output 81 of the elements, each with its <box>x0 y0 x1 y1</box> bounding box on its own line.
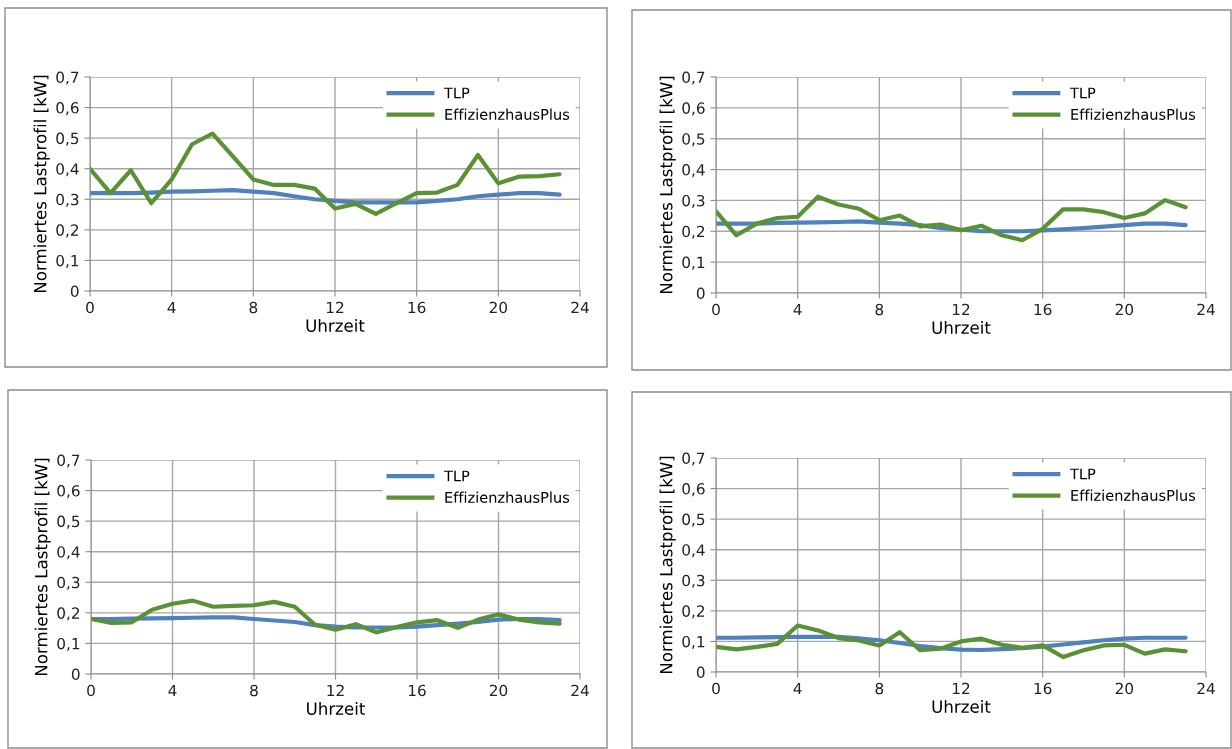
y-tick-label: 0,7 <box>682 71 705 85</box>
x-tick-label: 16 <box>1034 303 1052 316</box>
x-tick-label: 20 <box>1115 303 1134 316</box>
y-tick-label: 0,3 <box>57 576 80 590</box>
y-tick-label: 0 <box>696 287 705 300</box>
x-tick-label: 16 <box>408 684 426 697</box>
y-tick-label: 0,1 <box>682 256 705 270</box>
y-tick-label: 0,3 <box>56 193 79 207</box>
x-tick-label: 0 <box>87 684 95 697</box>
y-tick-label: 0,2 <box>682 225 705 239</box>
y-tick-label: 0,4 <box>682 164 705 178</box>
y-axis-title: Normiertes Lastprofil [kW] <box>659 456 676 674</box>
x-tick-label: 0 <box>712 303 720 316</box>
x-tick-label: 12 <box>952 682 970 695</box>
x-tick-label: 24 <box>571 684 589 697</box>
x-tick-label: 12 <box>952 303 970 316</box>
x-tick-label: 4 <box>168 684 177 697</box>
legend-label: EffizienzhausPlus <box>445 491 570 503</box>
x-tick-label: 24 <box>571 301 589 314</box>
y-tick-label: 0,2 <box>57 607 80 621</box>
y-tick-label: 0,4 <box>56 163 79 177</box>
x-tick-label: 0 <box>86 301 94 314</box>
y-tick-label: 0,6 <box>57 485 80 499</box>
y-tick-label: 0,3 <box>682 194 705 209</box>
x-tick-label: 8 <box>875 303 884 316</box>
legend-label: EffizienzhausPlus <box>445 108 570 120</box>
legend-label: TLP <box>1069 87 1096 99</box>
y-tick-label: 0,1 <box>56 254 79 269</box>
x-tick-label: 12 <box>326 301 344 314</box>
y-tick-label: 0,1 <box>57 637 80 652</box>
y-tick-label: 0,2 <box>682 605 705 619</box>
x-tick-label: 8 <box>249 301 258 314</box>
line-series <box>716 194 1188 243</box>
y-tick-label: 0,5 <box>682 513 705 527</box>
x-tick-label: 24 <box>1197 682 1215 695</box>
y-tick-label: 0,6 <box>56 102 79 116</box>
y-tick-label: 0,7 <box>57 454 80 468</box>
line-series <box>91 598 562 635</box>
y-tick-label: 0,3 <box>682 574 705 588</box>
x-tick-label: 8 <box>875 682 884 695</box>
legend-label: EffizienzhausPlus <box>1071 108 1196 120</box>
legend-label: TLP <box>443 87 470 99</box>
x-tick-label: 20 <box>1115 682 1134 695</box>
x-tick-label: 4 <box>793 682 802 695</box>
legend-label: TLP <box>443 470 470 482</box>
x-axis-title: Uhrzeit <box>932 699 991 713</box>
line-series <box>90 188 562 205</box>
y-tick-label: 0,5 <box>682 133 705 147</box>
y-tick-label: 0,6 <box>682 483 705 497</box>
y-axis-title: Normiertes Lastprofil [kW] <box>33 75 50 293</box>
line-series <box>716 623 1188 660</box>
x-tick-label: 20 <box>489 301 508 314</box>
y-tick-label: 0,1 <box>682 635 705 650</box>
x-tick-label: 16 <box>1034 682 1052 695</box>
line-series <box>90 131 562 217</box>
x-tick-label: 12 <box>327 684 344 697</box>
y-tick-label: 0,7 <box>682 452 705 466</box>
y-tick-label: 0,7 <box>56 71 79 85</box>
y-tick-label: 0,6 <box>682 102 705 116</box>
x-tick-label: 24 <box>1197 303 1215 316</box>
y-tick-label: 0,4 <box>682 544 705 558</box>
x-axis-title: Uhrzeit <box>932 320 991 334</box>
legend-label: TLP <box>1069 468 1096 480</box>
x-tick-label: 4 <box>167 301 176 314</box>
x-tick-label: 16 <box>408 301 426 314</box>
y-tick-label: 0 <box>696 666 705 679</box>
x-tick-label: 20 <box>489 684 508 697</box>
x-tick-label: 4 <box>793 303 802 316</box>
y-tick-label: 0,4 <box>57 546 80 560</box>
y-tick-label: 0 <box>70 285 79 298</box>
x-axis-title: Uhrzeit <box>307 701 365 715</box>
y-tick-label: 0 <box>71 668 80 681</box>
x-axis-title: Uhrzeit <box>306 318 365 332</box>
y-axis-title: Normiertes Lastprofil [kW] <box>34 458 51 676</box>
y-tick-label: 0,5 <box>56 132 79 146</box>
y-tick-label: 0,2 <box>56 224 79 238</box>
y-axis-title: Normiertes Lastprofil [kW] <box>659 76 676 294</box>
x-tick-label: 8 <box>250 684 258 697</box>
legend-label: EffizienzhausPlus <box>1071 489 1196 501</box>
y-tick-label: 0,5 <box>57 515 80 529</box>
x-tick-label: 0 <box>712 682 720 695</box>
